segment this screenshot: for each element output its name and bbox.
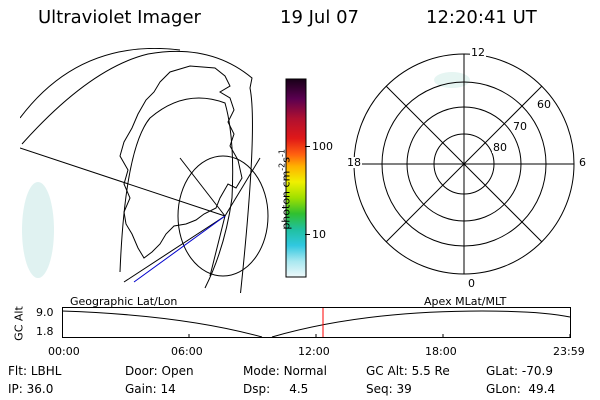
mode-label: Mode: [243, 364, 280, 378]
meridian-line-3 [224, 157, 261, 217]
glon-field: GLon: 49.4 [486, 383, 555, 395]
gcalt-label: GC Alt: [366, 364, 408, 378]
gcalt-field: GC Alt: 5.5 Re [366, 365, 450, 377]
timeline-xlabel-1800: 18:00 [425, 345, 457, 358]
glon-value: 49.4 [528, 382, 556, 396]
glat-label: GLat: [486, 364, 519, 378]
door-label: Door: [125, 364, 158, 378]
timeline-xlabel-2359: 23:59 [553, 345, 585, 358]
ip-label: IP: [8, 382, 23, 396]
timeline-ytick-bottom: 1.8 [36, 325, 54, 338]
glon-label: GLon: [486, 382, 521, 396]
gc-altitude-curve [62, 310, 571, 338]
flt-value: LBHL [30, 364, 62, 378]
flt-field: Flt: LBHL [8, 365, 61, 377]
unit-text-mid: s [279, 156, 293, 163]
polar-diagonal-2 [385, 85, 543, 243]
date-label: 19 Jul 07 [280, 7, 359, 28]
mode-value: Normal [283, 364, 327, 378]
polar-label-6: 6 [578, 156, 587, 169]
ip-field: IP: 36.0 [8, 383, 53, 395]
timeline-right-caption: Apex MLat/MLT [424, 295, 507, 308]
dsp-value: 4.5 [289, 382, 309, 396]
uv-emission-speck [434, 72, 470, 88]
colorbar-label-10: 10 [312, 228, 326, 241]
polar-label-0: 0 [467, 277, 476, 290]
seq-field: Seq: 39 [366, 383, 412, 395]
seq-value: 39 [396, 382, 412, 396]
polar-label-80: 80 [492, 141, 508, 154]
colorbar [285, 78, 307, 278]
timeline-frame [62, 307, 571, 338]
geographic-map-panel [20, 48, 269, 293]
colorbar-unit-label: photon cm-2s-1 [277, 119, 293, 259]
polar-plot [353, 53, 575, 275]
time-label: 12:20:41 UT [426, 7, 537, 28]
uv-emission-blob [22, 182, 54, 278]
latitude-arc-inner [119, 97, 234, 289]
unit-exponent-2: -1 [277, 149, 287, 157]
dsp-label: Dsp: [243, 382, 271, 396]
polar-label-12: 12 [470, 46, 486, 59]
timeline-left-caption: Geographic Lat/Lon [70, 295, 178, 308]
meridian-line-2 [179, 157, 226, 217]
dsp-field: Dsp: 4.5 [243, 383, 308, 395]
gain-value: 14 [160, 382, 176, 396]
mode-field: Mode: Normal [243, 365, 327, 377]
polar-label-70: 70 [512, 120, 528, 133]
gain-label: Gain: [125, 382, 157, 396]
flt-label: Flt: [8, 364, 27, 378]
glat-value: -70.9 [521, 364, 553, 378]
colorbar-gradient [285, 78, 307, 278]
colorbar-tick-100 [305, 146, 310, 147]
unit-exponent-1: -2 [277, 162, 287, 171]
latitude-arc-outer [20, 48, 181, 119]
timeline-axis-title: GC Alt [12, 306, 26, 341]
meridian-line-5 [123, 215, 226, 283]
meridian-line-1 [20, 147, 226, 217]
timeline-xlabel-0600: 06:00 [171, 345, 203, 358]
polar-label-18: 18 [346, 156, 362, 169]
unit-text: photon cm [279, 170, 293, 230]
glat-field: GLat: -70.9 [486, 365, 553, 377]
door-value: Open [161, 364, 194, 378]
orbit-track-line [133, 215, 226, 283]
colorbar-label-100: 100 [312, 140, 333, 153]
timeline-xlabel-1200: 12:00 [298, 345, 330, 358]
coastline [119, 65, 243, 259]
timeline-xlabel-0000: 00:00 [48, 345, 80, 358]
seq-label: Seq: [366, 382, 393, 396]
timeline-ytick-top: 9.0 [36, 306, 54, 319]
pole-circle [177, 155, 269, 277]
meridian-line-4 [209, 215, 226, 277]
door-field: Door: Open [125, 365, 194, 377]
timeline-plot [62, 307, 571, 338]
instrument-title: Ultraviolet Imager [38, 7, 201, 28]
ip-value: 36.0 [26, 382, 54, 396]
colorbar-tick-10 [305, 234, 310, 235]
polar-label-60: 60 [536, 98, 552, 111]
gain-field: Gain: 14 [125, 383, 176, 395]
gcalt-value: 5.5 Re [411, 364, 450, 378]
